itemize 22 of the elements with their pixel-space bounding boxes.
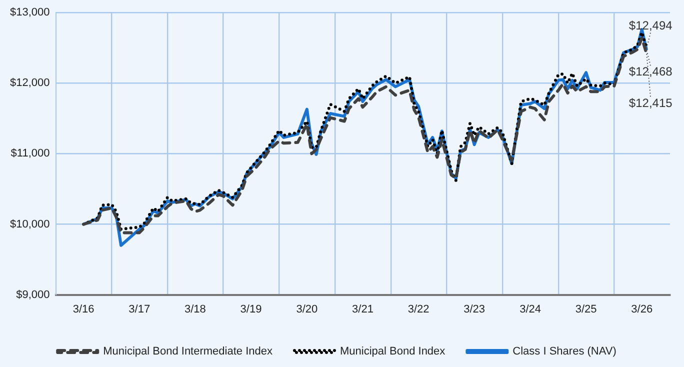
x-tick-label: 3/20 (296, 303, 318, 316)
x-tick-label: 3/16 (72, 303, 94, 316)
x-tick-label: 3/26 (631, 303, 653, 316)
x-tick-label: 3/24 (520, 303, 541, 316)
x-tick-label: 3/21 (352, 303, 374, 316)
x-tick-label: 3/22 (408, 303, 430, 316)
annotation: $12,494 (628, 18, 673, 33)
x-tick-label: 3/25 (575, 303, 597, 316)
annotation: $12,468 (628, 64, 673, 78)
y-tick-label: $12,000 (10, 77, 50, 90)
x-tick-label: 3/18 (184, 303, 206, 316)
legend-label: Municipal Bond Intermediate Index (103, 346, 273, 358)
y-tick-label: $9,000 (16, 288, 50, 301)
x-tick-label: 3/19 (240, 303, 262, 316)
x-tick-label: 3/17 (128, 303, 150, 316)
x-tick-label: 3/23 (464, 303, 486, 316)
y-tick-label: $13,000 (10, 6, 50, 19)
annotation: $12,415 (628, 96, 673, 110)
y-tick-label: $10,000 (10, 218, 50, 230)
legend-label: Municipal Bond Index (340, 346, 446, 358)
y-tick-label: $11,000 (10, 148, 50, 160)
legend-label: Class I Shares (NAV) (512, 346, 616, 358)
